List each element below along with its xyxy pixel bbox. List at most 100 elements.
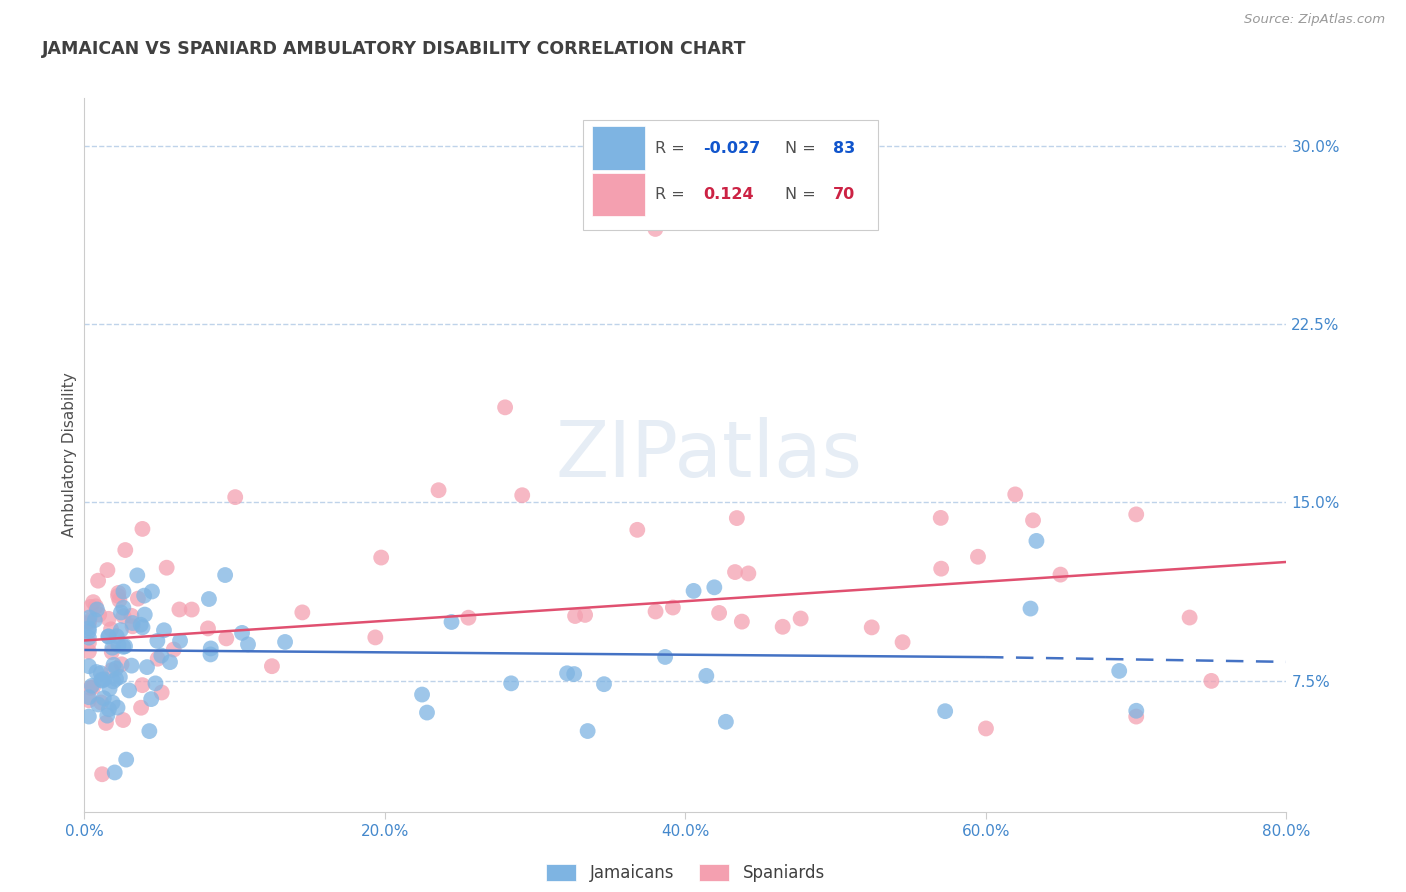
- Spaniards: [260, 659, 283, 673]
- Jamaicans: [79, 610, 101, 624]
- Jamaicans: [127, 568, 149, 582]
- Spaniards: [82, 680, 104, 694]
- Spaniards: [77, 636, 100, 650]
- Jamaicans: [83, 613, 105, 627]
- Jamaicans: [146, 633, 169, 648]
- Jamaicans: [1108, 664, 1130, 678]
- Jamaicans: [98, 681, 121, 696]
- Spaniards: [860, 620, 883, 634]
- Spaniards: [79, 599, 101, 614]
- Text: R =: R =: [655, 187, 690, 202]
- Jamaicans: [86, 665, 108, 679]
- Jamaicans: [90, 673, 112, 687]
- Spaniards: [1125, 508, 1147, 522]
- Spaniards: [1004, 487, 1026, 501]
- Jamaicans: [97, 630, 120, 644]
- Spaniards: [1178, 610, 1201, 624]
- Jamaicans: [682, 583, 704, 598]
- Jamaicans: [555, 666, 578, 681]
- Spaniards: [707, 606, 730, 620]
- Jamaicans: [80, 679, 103, 693]
- Spaniards: [731, 615, 754, 629]
- Spaniards: [127, 591, 149, 606]
- Jamaicans: [593, 677, 616, 691]
- Spaniards: [150, 685, 173, 699]
- Spaniards: [644, 605, 666, 619]
- Spaniards: [101, 645, 124, 659]
- Jamaicans: [200, 648, 222, 662]
- Spaniards: [789, 611, 811, 625]
- Jamaicans: [103, 674, 125, 689]
- Jamaicans: [141, 584, 163, 599]
- Jamaicans: [87, 698, 110, 712]
- Jamaicans: [101, 696, 124, 710]
- Spaniards: [224, 490, 246, 504]
- Spaniards: [510, 488, 533, 502]
- Jamaicans: [236, 637, 259, 651]
- Spaniards: [131, 678, 153, 692]
- Jamaicans: [274, 635, 297, 649]
- Jamaicans: [1019, 601, 1042, 615]
- Jamaicans: [107, 638, 129, 652]
- Spaniards: [929, 562, 952, 576]
- Spaniards: [370, 550, 392, 565]
- Jamaicans: [654, 649, 676, 664]
- Text: ZIPatlas: ZIPatlas: [555, 417, 863, 493]
- Spaniards: [146, 651, 169, 665]
- Jamaicans: [77, 659, 100, 673]
- Spaniards: [90, 696, 112, 710]
- Jamaicans: [97, 630, 120, 644]
- FancyBboxPatch shape: [592, 173, 644, 216]
- Spaniards: [1022, 513, 1045, 527]
- Spaniards: [112, 609, 135, 624]
- Spaniards: [79, 681, 101, 695]
- Jamaicans: [93, 673, 115, 687]
- Jamaicans: [411, 688, 433, 702]
- Jamaicans: [105, 672, 128, 686]
- Spaniards: [564, 609, 586, 624]
- Spaniards: [974, 722, 997, 736]
- Text: 0.124: 0.124: [703, 187, 754, 202]
- Spaniards: [82, 595, 104, 609]
- Spaniards: [91, 767, 114, 781]
- Spaniards: [215, 632, 238, 646]
- Jamaicans: [141, 692, 163, 706]
- FancyBboxPatch shape: [592, 127, 644, 169]
- Spaniards: [967, 549, 990, 564]
- Spaniards: [494, 401, 516, 415]
- Spaniards: [163, 642, 186, 657]
- Jamaicans: [159, 655, 181, 669]
- Text: 83: 83: [834, 141, 855, 155]
- Jamaicans: [103, 657, 125, 672]
- Spaniards: [77, 693, 100, 707]
- Spaniards: [644, 222, 666, 236]
- Jamaicans: [105, 629, 128, 643]
- Jamaicans: [77, 624, 100, 639]
- Jamaicans: [91, 673, 114, 688]
- Spaniards: [94, 715, 117, 730]
- Jamaicans: [150, 648, 173, 663]
- Spaniards: [97, 612, 120, 626]
- Jamaicans: [114, 639, 136, 653]
- Spaniards: [77, 644, 100, 658]
- Spaniards: [96, 563, 118, 577]
- Text: -0.027: -0.027: [703, 141, 761, 155]
- Spaniards: [197, 621, 219, 635]
- Jamaicans: [108, 670, 131, 684]
- Spaniards: [1125, 709, 1147, 723]
- Jamaicans: [214, 568, 236, 582]
- Spaniards: [77, 615, 100, 629]
- Spaniards: [427, 483, 450, 498]
- Jamaicans: [77, 690, 100, 705]
- Jamaicans: [112, 584, 135, 599]
- Jamaicans: [416, 706, 439, 720]
- Y-axis label: Ambulatory Disability: Ambulatory Disability: [62, 373, 77, 537]
- Jamaicans: [118, 683, 141, 698]
- Jamaicans: [131, 620, 153, 634]
- Spaniards: [107, 589, 129, 603]
- Jamaicans: [136, 660, 159, 674]
- Spaniards: [107, 586, 129, 600]
- Spaniards: [725, 511, 748, 525]
- Text: 70: 70: [834, 187, 855, 202]
- Jamaicans: [96, 708, 118, 723]
